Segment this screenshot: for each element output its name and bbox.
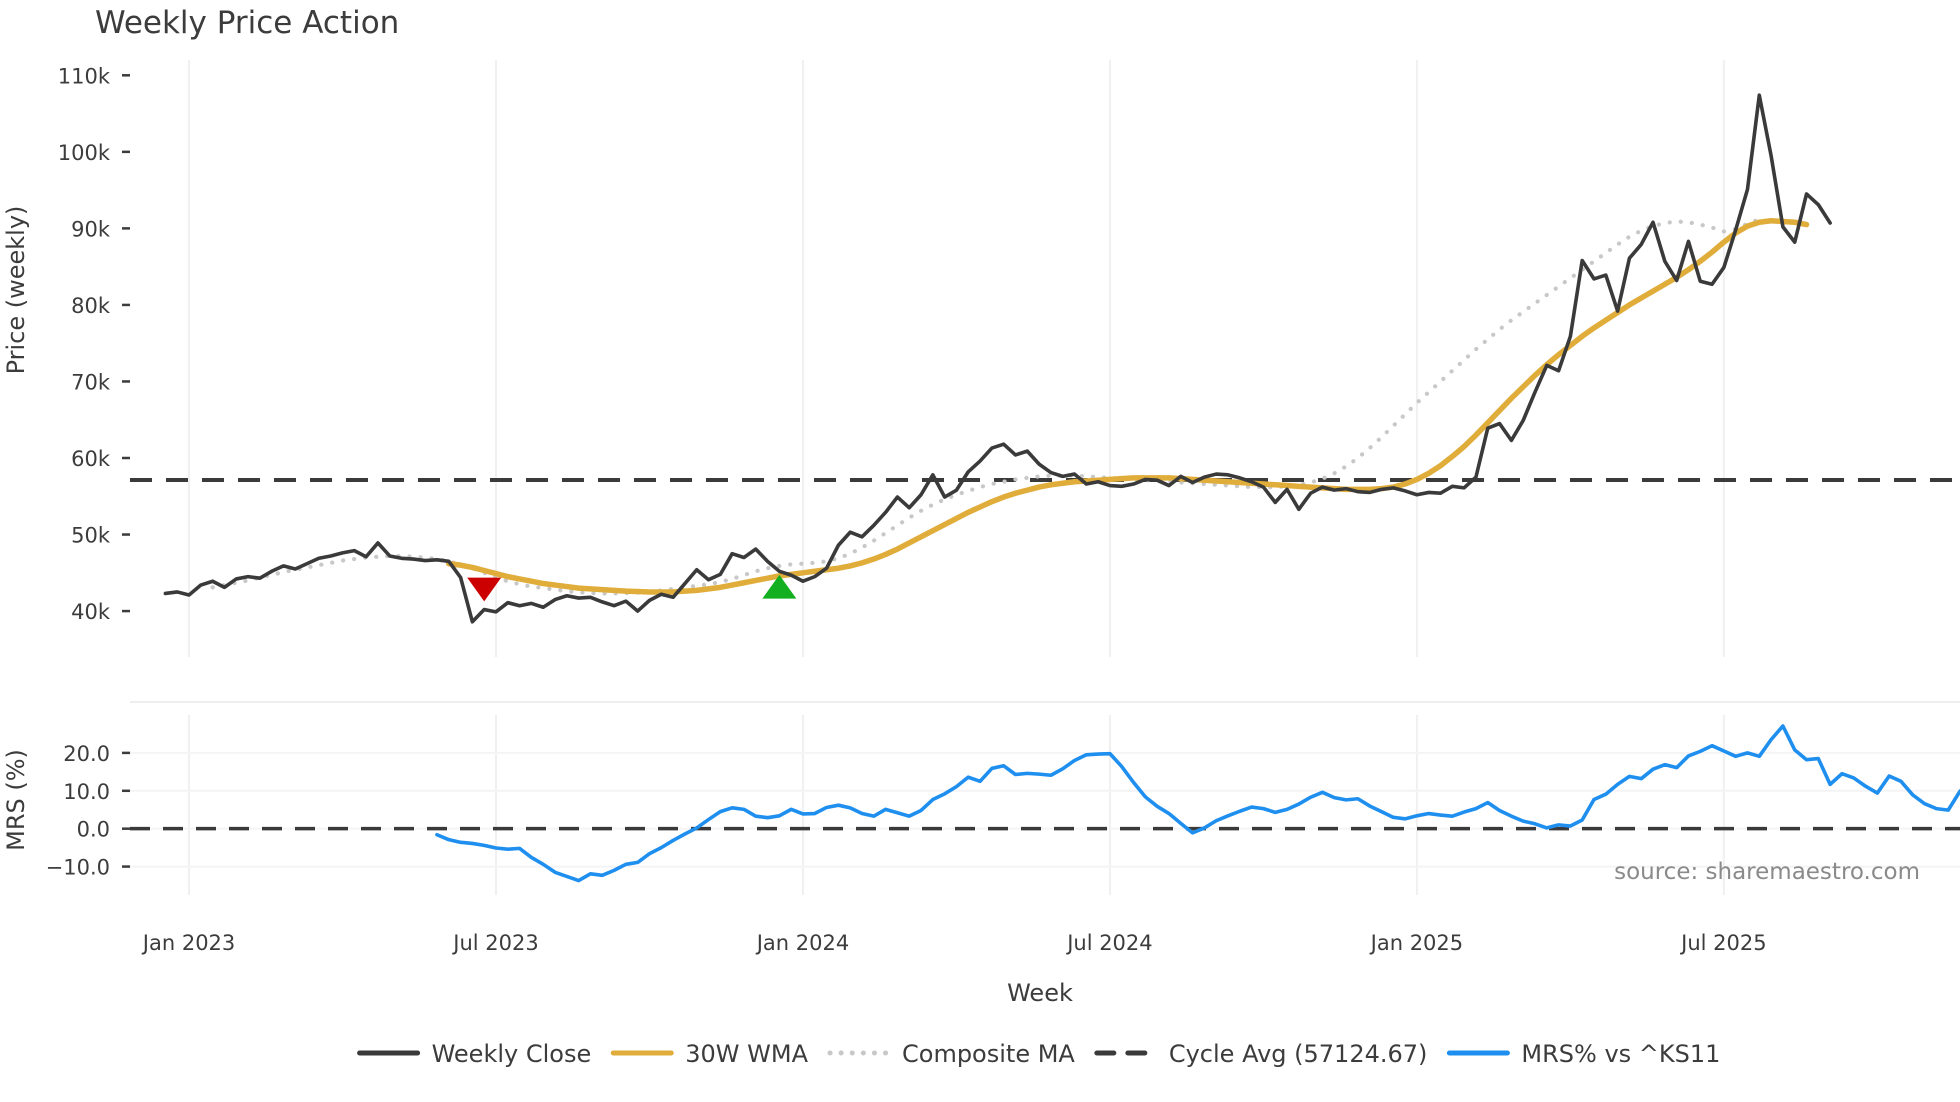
mrs-y-axis-ticks: 20.0 10.0 0.0 −10.0 xyxy=(46,742,130,880)
legend-label: MRS% vs ^KS11 xyxy=(1521,1040,1720,1068)
price-y-axis-ticks: 110k 100k 90k 80k 70k 60k 50k 40k xyxy=(58,64,130,624)
price-y-tick-label: 80k xyxy=(71,294,111,318)
chart-legend: Weekly Close 30W WMA Composite MA Cycle Avg… xyxy=(357,1040,1720,1068)
legend-item-weekly-close[interactable]: Weekly Close xyxy=(357,1040,592,1068)
price-y-tick-label: 60k xyxy=(71,447,111,471)
legend-label: Weekly Close xyxy=(432,1040,592,1068)
buy-marker[interactable] xyxy=(762,574,797,599)
x-tick-label: Jul 2023 xyxy=(451,931,538,955)
price-panel-gridlines xyxy=(188,60,1725,657)
price-y-tick-label: 40k xyxy=(71,600,111,624)
mrs-line xyxy=(435,724,1960,883)
legend-item-cycle-avg[interactable]: Cycle Avg (57124.67) xyxy=(1094,1040,1428,1068)
mrs-y-tick-label: −10.0 xyxy=(46,856,110,880)
sell-marker[interactable] xyxy=(467,577,502,602)
legend-item-mrs[interactable]: MRS% vs ^KS11 xyxy=(1446,1040,1720,1068)
x-tick-label: Jan 2024 xyxy=(755,931,850,955)
weekly-close-line xyxy=(163,93,1832,624)
price-y-tick-label: 90k xyxy=(71,217,111,241)
wma-line xyxy=(446,217,1810,595)
x-tick-label: Jan 2023 xyxy=(141,931,236,955)
price-y-tick-label: 70k xyxy=(71,370,111,394)
x-tick-label: Jul 2024 xyxy=(1065,931,1152,955)
mrs-y-tick-label: 0.0 xyxy=(77,818,110,842)
legend-label: Cycle Avg (57124.67) xyxy=(1169,1040,1428,1068)
mrs-axis-label: MRS (%) xyxy=(2,749,30,851)
mrs-y-tick-label: 20.0 xyxy=(63,742,110,766)
source-watermark: source: sharemaestro.com xyxy=(1614,859,1920,885)
legend-item-composite-ma[interactable]: Composite MA xyxy=(827,1040,1075,1068)
legend-label: Composite MA xyxy=(902,1040,1075,1068)
x-tick-label: Jul 2025 xyxy=(1679,931,1766,955)
data-series-layer xyxy=(130,93,1960,883)
x-tick-label: Jan 2025 xyxy=(1369,931,1464,955)
mrs-y-tick-label: 10.0 xyxy=(63,780,110,804)
page-title: Weekly Price Action xyxy=(95,5,399,41)
signal-markers-layer xyxy=(467,574,797,602)
price-y-tick-label: 50k xyxy=(71,524,111,548)
x-axis-ticks: Jan 2023 Jul 2023 Jan 2024 Jul 2024 Jan 2025… xyxy=(141,931,1767,955)
x-axis-label: Week xyxy=(1007,979,1073,1007)
price-y-tick-label: 100k xyxy=(58,141,111,165)
price-axis-label: Price (weekly) xyxy=(2,206,30,375)
composite-ma-line xyxy=(210,217,1762,596)
price-y-tick-label: 110k xyxy=(58,64,111,88)
legend-label: 30W WMA xyxy=(685,1040,808,1068)
legend-item-wma[interactable]: 30W WMA xyxy=(610,1040,809,1068)
